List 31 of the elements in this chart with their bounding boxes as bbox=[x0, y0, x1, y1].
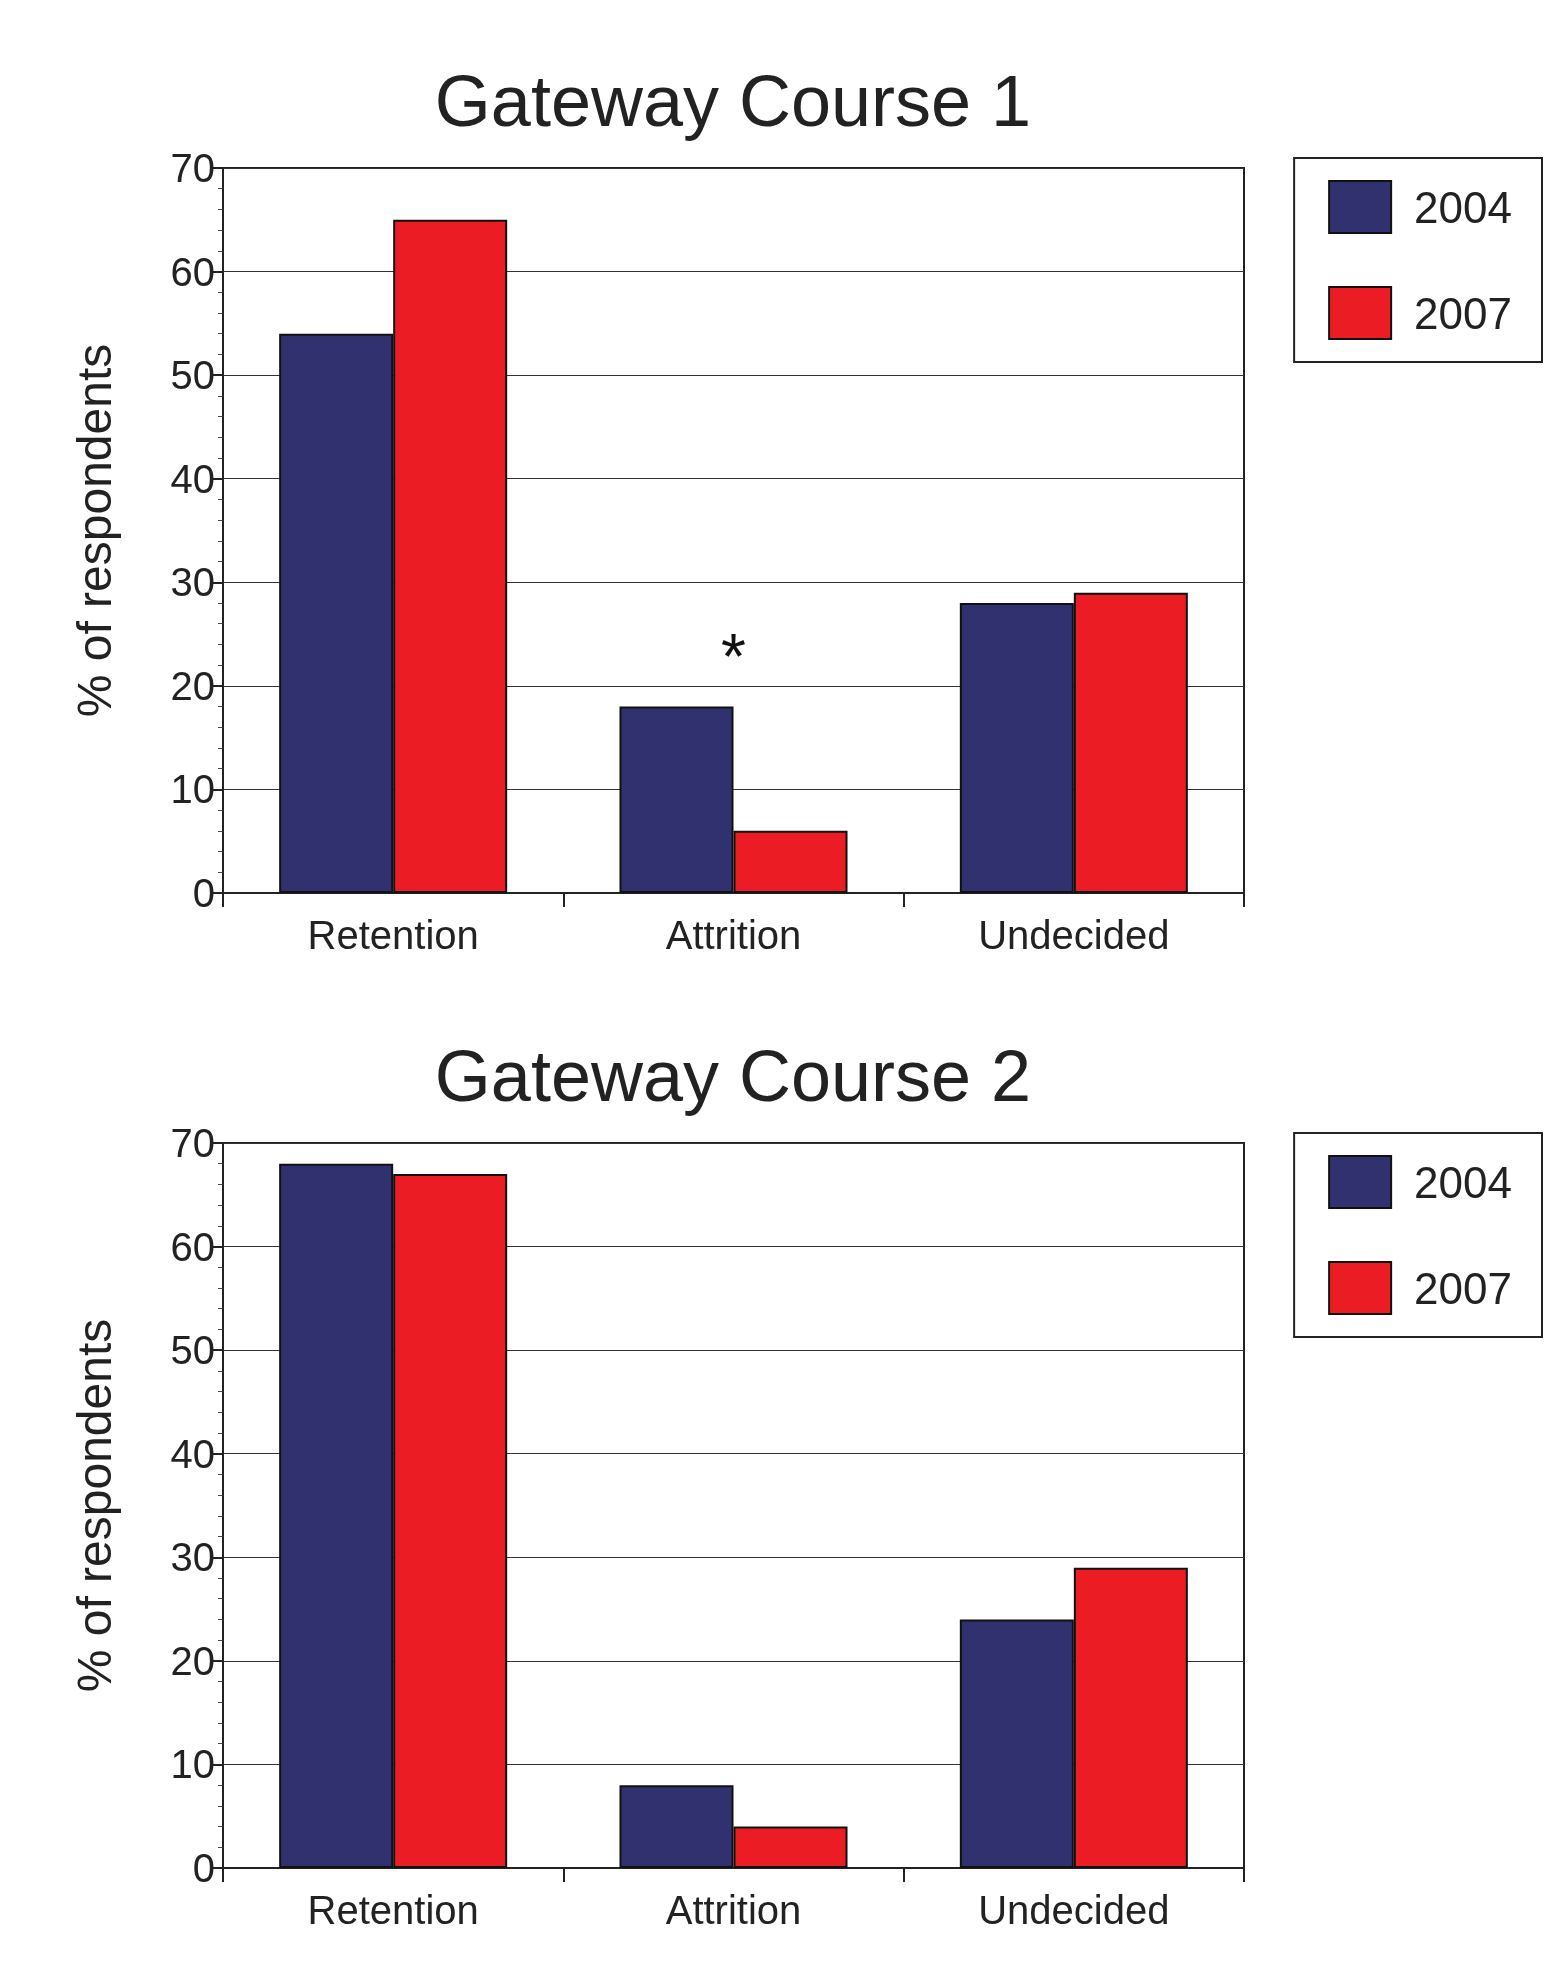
y-tick-label: 70 bbox=[170, 1121, 215, 1165]
y-tick-label: 70 bbox=[170, 146, 215, 190]
x-tick-label: Retention bbox=[307, 1888, 479, 1932]
y-tick-label: 0 bbox=[192, 871, 215, 915]
y-tick-label: 30 bbox=[170, 1535, 215, 1580]
chart-title: Gateway Course 2 bbox=[434, 1036, 1032, 1116]
y-axis-title: % of respondents bbox=[67, 343, 121, 718]
y-tick-label: 10 bbox=[170, 1742, 215, 1787]
annotation: * bbox=[721, 620, 746, 693]
y-tick-label: 40 bbox=[170, 1431, 215, 1476]
y-tick-label: 40 bbox=[170, 456, 215, 501]
legend-label: 2007 bbox=[1414, 1263, 1513, 1313]
chart-title: Gateway Course 1 bbox=[434, 61, 1032, 141]
y-tick-label: 10 bbox=[170, 767, 215, 812]
x-tick-label: Attrition bbox=[665, 913, 802, 957]
legend-label: 2004 bbox=[1414, 182, 1513, 232]
y-tick-label: 60 bbox=[170, 249, 215, 294]
x-tick-label: Retention bbox=[307, 913, 479, 957]
legend-label: 2007 bbox=[1414, 288, 1513, 338]
y-tick-label: 50 bbox=[170, 353, 215, 398]
legend-label: 2004 bbox=[1414, 1157, 1513, 1207]
y-tick-label: 30 bbox=[170, 560, 215, 605]
y-tick-label: 20 bbox=[170, 663, 215, 708]
y-tick-label: 20 bbox=[170, 1638, 215, 1683]
x-tick-label: Undecided bbox=[978, 1888, 1170, 1932]
y-tick-label: 0 bbox=[192, 1846, 215, 1890]
x-tick-label: Attrition bbox=[665, 1888, 802, 1932]
x-tick-label: Undecided bbox=[978, 913, 1170, 957]
y-axis-title: % of respondents bbox=[67, 1318, 121, 1693]
y-tick-label: 50 bbox=[170, 1328, 215, 1373]
y-tick-label: 60 bbox=[170, 1224, 215, 1269]
